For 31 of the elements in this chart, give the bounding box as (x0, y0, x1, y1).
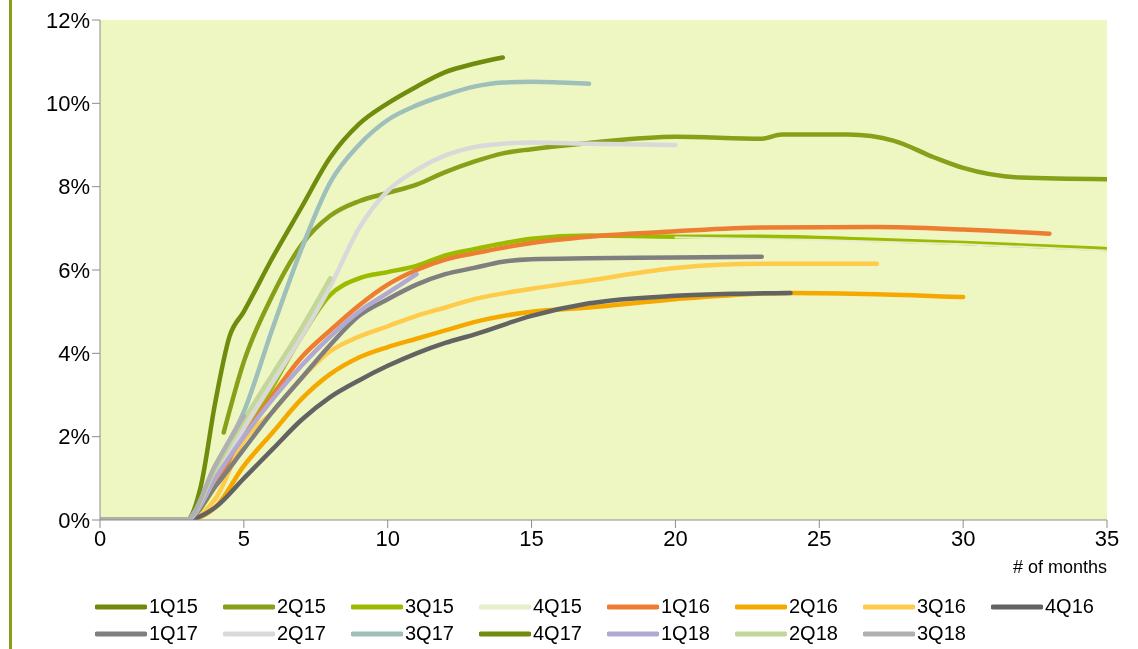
x-tick-label: 15 (519, 525, 544, 551)
x-tick-label: 25 (807, 525, 832, 551)
legend-label: 4Q16 (1045, 595, 1094, 618)
legend-label: 4Q15 (533, 595, 582, 618)
x-tick-label: 10 (375, 525, 400, 551)
y-tick-label: 0% (58, 507, 90, 533)
legend-label: 4Q17 (533, 622, 582, 645)
legend-label: 2Q17 (277, 622, 326, 645)
y-tick-label: 8% (58, 174, 90, 200)
x-tick-label: 35 (1094, 525, 1120, 551)
legend-label: 2Q16 (789, 595, 838, 618)
legend-label: 1Q17 (149, 622, 198, 645)
x-tick-label: 0 (93, 525, 107, 551)
legend-label: 1Q15 (149, 595, 198, 618)
legend-label: 3Q18 (917, 622, 966, 645)
y-tick-label: 10% (45, 91, 90, 117)
legend-label: 3Q15 (405, 595, 454, 618)
legend-label: 1Q18 (661, 622, 710, 645)
y-tick-label: 2% (58, 424, 90, 450)
legend-label: 2Q18 (789, 622, 838, 645)
x-axis-title: # of months (1012, 556, 1107, 577)
y-tick-label: 4% (58, 341, 90, 367)
x-tick-label: 5 (237, 525, 250, 551)
legend-label: 3Q16 (917, 595, 966, 618)
x-tick-label: 20 (663, 525, 688, 551)
legend-label: 3Q17 (405, 622, 454, 645)
legend-label: 1Q16 (661, 595, 710, 618)
x-tick-label: 30 (950, 525, 976, 551)
y-tick-label: 6% (58, 257, 90, 283)
legend-label: 2Q15 (277, 595, 326, 618)
y-tick-label: 12% (45, 7, 90, 33)
